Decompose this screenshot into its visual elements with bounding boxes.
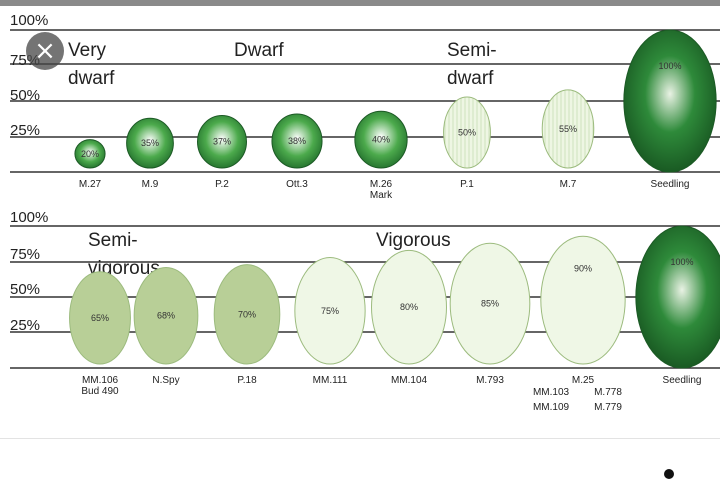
value-label: 68% xyxy=(157,311,175,321)
size-ellipse xyxy=(213,264,281,365)
value-label: 55% xyxy=(559,124,577,134)
value-label: 38% xyxy=(288,136,306,146)
size-ellipse xyxy=(126,117,174,169)
y-tick-label: 75% xyxy=(10,246,40,263)
close-button[interactable]: × xyxy=(26,32,64,70)
size-ellipse xyxy=(133,266,199,365)
group-label: dwarf xyxy=(68,68,115,89)
category-label: P.1 xyxy=(460,179,474,190)
category-label: M.26 xyxy=(370,179,393,190)
category-label: M.9 xyxy=(142,179,159,190)
group-label: Dwarf xyxy=(234,40,284,61)
category-label: Bud 490 xyxy=(81,386,119,397)
size-ellipse xyxy=(197,114,247,169)
group-label: Semi- xyxy=(88,230,138,251)
category-label: MM.111 xyxy=(313,375,348,386)
value-label: 65% xyxy=(91,313,109,323)
group-label: Very xyxy=(68,40,107,61)
value-label: 20% xyxy=(81,149,99,159)
category-label: M.778 xyxy=(594,387,622,398)
category-label: Ott.3 xyxy=(286,179,308,190)
category-label: M.7 xyxy=(560,179,577,190)
value-label: 75% xyxy=(321,306,339,316)
size-ellipse xyxy=(443,96,491,169)
bottom-bar xyxy=(0,438,720,479)
category-label: MM.103 xyxy=(533,387,570,398)
size-ellipse xyxy=(294,257,366,365)
value-label: 35% xyxy=(141,138,159,148)
value-label: 85% xyxy=(481,299,499,309)
size-ellipse xyxy=(371,249,447,365)
value-label: 37% xyxy=(213,137,231,147)
size-ellipse xyxy=(541,89,595,169)
more-dot-icon[interactable] xyxy=(664,469,674,479)
value-label: 50% xyxy=(458,128,476,138)
category-label: Seedling xyxy=(651,179,690,190)
size-ellipse xyxy=(271,113,323,169)
value-label: 100% xyxy=(658,61,681,71)
value-label: 100% xyxy=(670,257,693,267)
size-ellipse xyxy=(623,29,717,173)
size-ellipse xyxy=(635,225,720,369)
y-tick-label: 50% xyxy=(10,281,40,298)
category-label: M.27 xyxy=(79,179,102,190)
category-label: Seedling xyxy=(663,375,702,386)
y-tick-label: 25% xyxy=(10,122,40,139)
category-label: P.18 xyxy=(237,375,257,386)
category-label: MM.109 xyxy=(533,402,570,413)
category-label: MM.106 xyxy=(82,375,119,386)
value-label: 40% xyxy=(372,135,390,145)
value-label: 70% xyxy=(238,309,256,319)
group-label: Vigorous xyxy=(376,230,451,251)
category-label: P.2 xyxy=(215,179,229,190)
category-label: M.25 xyxy=(572,375,595,386)
y-tick-label: 100% xyxy=(10,209,48,226)
category-label: Mark xyxy=(370,190,393,201)
category-label: M.793 xyxy=(476,375,504,386)
y-tick-label: 100% xyxy=(10,12,48,29)
size-ellipse xyxy=(449,242,531,365)
category-label: MM.104 xyxy=(391,375,428,386)
group-label: Semi- xyxy=(447,40,497,61)
category-label: N.Spy xyxy=(152,375,179,386)
top-strip xyxy=(0,0,720,6)
value-label: 80% xyxy=(400,302,418,312)
size-ellipse xyxy=(74,139,106,169)
y-tick-label: 50% xyxy=(10,87,40,104)
size-ellipse xyxy=(540,235,626,365)
y-tick-label: 25% xyxy=(10,317,40,334)
value-label: 90% xyxy=(574,263,592,273)
size-ellipse xyxy=(354,110,408,169)
category-label: M.779 xyxy=(594,402,622,413)
size-ellipse xyxy=(69,271,131,365)
group-label: dwarf xyxy=(447,68,494,89)
